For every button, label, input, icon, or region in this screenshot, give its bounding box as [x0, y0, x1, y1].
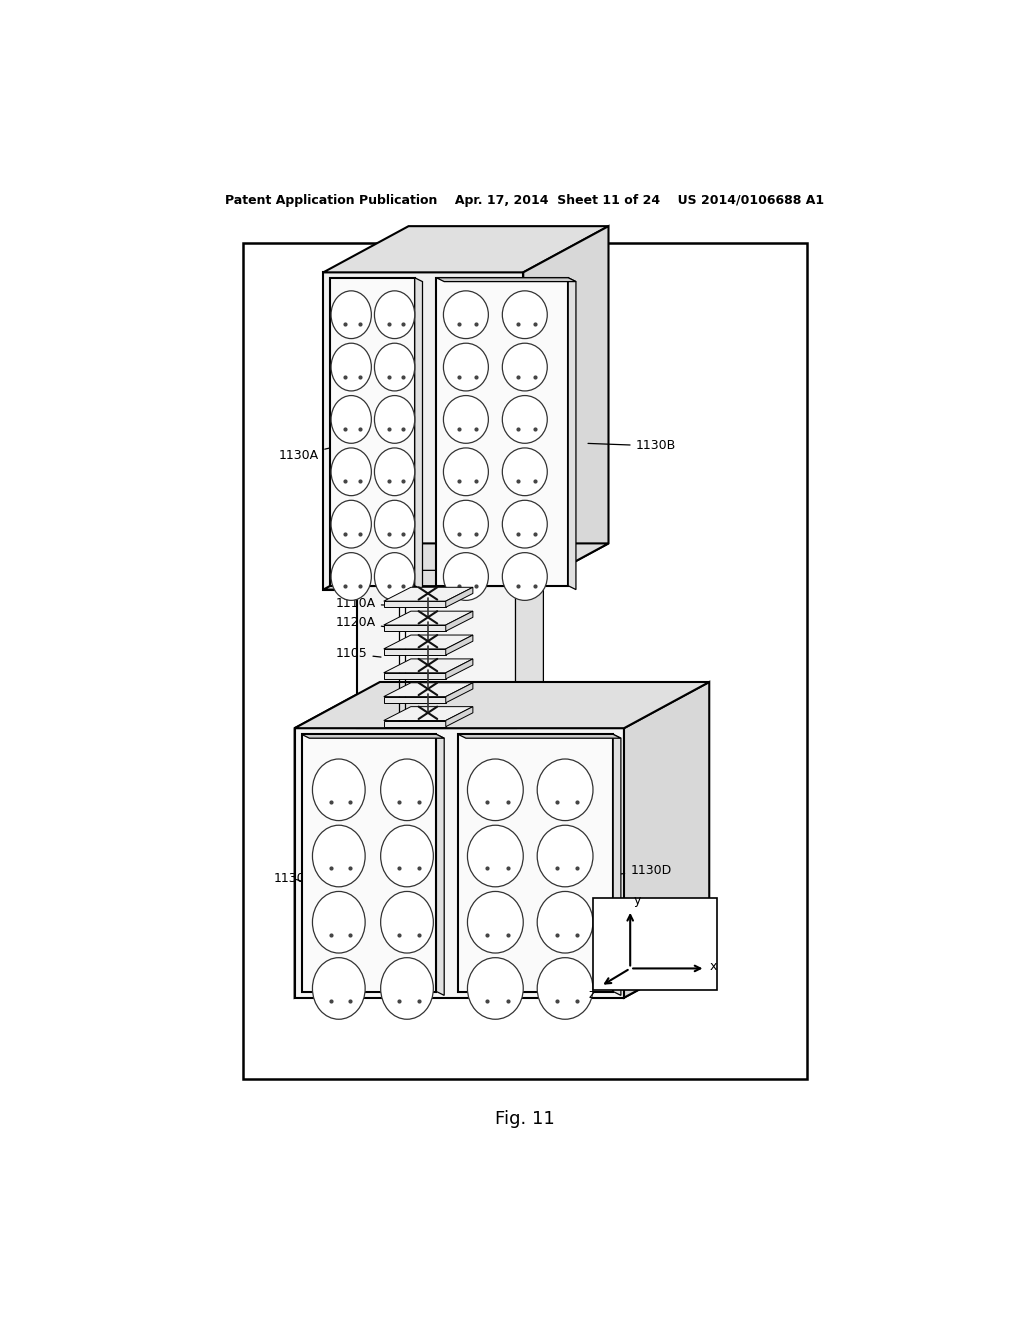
Ellipse shape [331, 396, 372, 444]
Ellipse shape [443, 500, 488, 548]
Polygon shape [384, 649, 445, 655]
Ellipse shape [443, 290, 488, 339]
Polygon shape [330, 277, 415, 586]
Ellipse shape [467, 891, 523, 953]
Ellipse shape [381, 759, 433, 821]
Polygon shape [384, 601, 445, 607]
Ellipse shape [381, 891, 433, 953]
Ellipse shape [443, 553, 488, 601]
Ellipse shape [503, 396, 547, 444]
Text: Fig. 11: Fig. 11 [495, 1110, 555, 1129]
Polygon shape [436, 277, 568, 586]
Ellipse shape [538, 891, 593, 953]
Polygon shape [445, 587, 473, 607]
Polygon shape [295, 682, 380, 998]
Polygon shape [436, 734, 444, 995]
Ellipse shape [467, 958, 523, 1019]
Ellipse shape [443, 447, 488, 496]
Polygon shape [613, 734, 621, 995]
Ellipse shape [375, 396, 415, 444]
Polygon shape [515, 570, 544, 729]
Polygon shape [295, 729, 624, 998]
Text: z: z [588, 989, 595, 1002]
Polygon shape [384, 587, 473, 601]
Ellipse shape [443, 396, 488, 444]
Ellipse shape [331, 343, 372, 391]
Ellipse shape [503, 290, 547, 339]
Polygon shape [523, 226, 608, 590]
Text: 1105: 1105 [336, 647, 381, 660]
Polygon shape [324, 272, 523, 590]
Polygon shape [356, 586, 515, 729]
Polygon shape [384, 682, 473, 697]
Ellipse shape [443, 343, 488, 391]
Ellipse shape [375, 343, 415, 391]
Text: 1120A: 1120A [336, 616, 384, 628]
Ellipse shape [503, 500, 547, 548]
Polygon shape [458, 734, 621, 738]
Ellipse shape [538, 759, 593, 821]
Polygon shape [324, 544, 608, 590]
Ellipse shape [331, 290, 372, 339]
Polygon shape [445, 682, 473, 702]
Text: 1110A: 1110A [336, 598, 384, 610]
Ellipse shape [503, 343, 547, 391]
Polygon shape [436, 277, 575, 281]
Ellipse shape [467, 825, 523, 887]
Polygon shape [384, 635, 473, 649]
Polygon shape [295, 952, 710, 998]
Polygon shape [384, 697, 445, 702]
Ellipse shape [381, 825, 433, 887]
Ellipse shape [331, 447, 372, 496]
Polygon shape [384, 626, 445, 631]
Polygon shape [356, 570, 544, 586]
Bar [243, 243, 807, 1078]
Polygon shape [415, 277, 423, 590]
Polygon shape [568, 277, 575, 590]
Polygon shape [384, 673, 445, 678]
Text: 1130D: 1130D [617, 865, 672, 878]
Polygon shape [445, 611, 473, 631]
Ellipse shape [381, 958, 433, 1019]
Polygon shape [445, 635, 473, 655]
Ellipse shape [375, 290, 415, 339]
Polygon shape [384, 611, 473, 626]
Ellipse shape [503, 553, 547, 601]
Polygon shape [445, 706, 473, 726]
Bar [593, 898, 717, 990]
Text: 1130B: 1130B [588, 440, 676, 453]
Text: y: y [634, 894, 641, 907]
Text: 1130C: 1130C [273, 873, 314, 886]
Polygon shape [302, 734, 444, 738]
Ellipse shape [375, 447, 415, 496]
Polygon shape [302, 734, 436, 991]
Text: x: x [710, 961, 717, 973]
Polygon shape [295, 682, 710, 729]
Ellipse shape [375, 553, 415, 601]
Polygon shape [384, 721, 445, 726]
Ellipse shape [331, 500, 372, 548]
Ellipse shape [538, 958, 593, 1019]
Polygon shape [324, 226, 608, 272]
Ellipse shape [375, 500, 415, 548]
Polygon shape [445, 659, 473, 678]
Polygon shape [624, 682, 710, 998]
Ellipse shape [312, 825, 366, 887]
Ellipse shape [503, 447, 547, 496]
Ellipse shape [467, 759, 523, 821]
Ellipse shape [538, 825, 593, 887]
Ellipse shape [312, 958, 366, 1019]
Polygon shape [384, 706, 473, 721]
Polygon shape [458, 734, 613, 991]
Ellipse shape [312, 759, 366, 821]
Ellipse shape [312, 891, 366, 953]
Text: Patent Application Publication    Apr. 17, 2014  Sheet 11 of 24    US 2014/01066: Patent Application Publication Apr. 17, … [225, 194, 824, 207]
Text: 1130A: 1130A [280, 447, 331, 462]
Ellipse shape [331, 553, 372, 601]
Polygon shape [384, 659, 473, 673]
